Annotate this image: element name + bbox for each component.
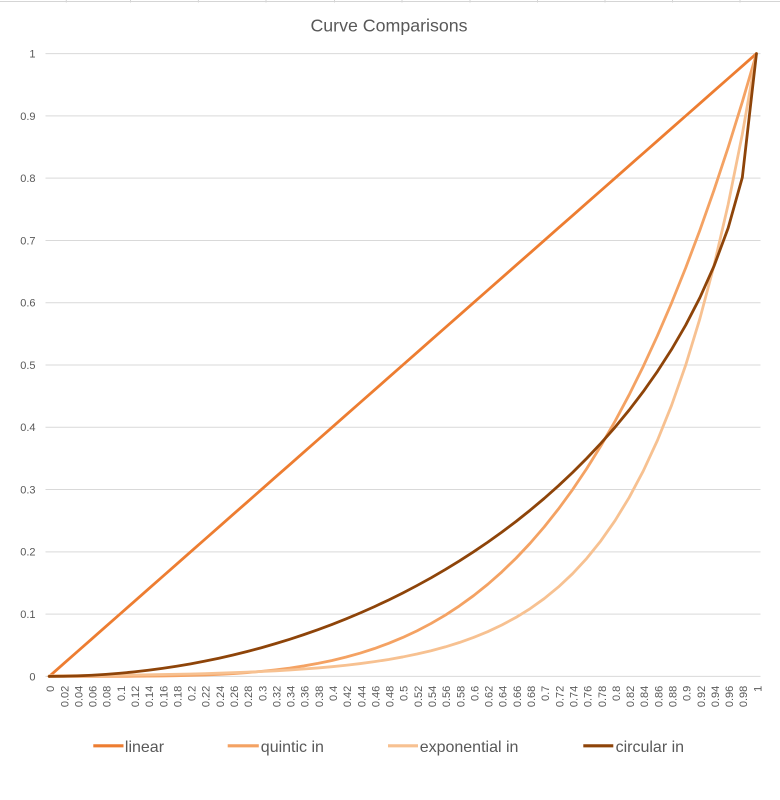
svg-text:0.64: 0.64 [498, 686, 510, 707]
svg-text:0.9: 0.9 [682, 686, 694, 701]
svg-text:0.1: 0.1 [20, 609, 35, 621]
svg-text:0.5: 0.5 [399, 686, 411, 701]
svg-text:0.26: 0.26 [229, 686, 241, 707]
svg-text:1: 1 [29, 49, 35, 61]
svg-text:0.3: 0.3 [20, 484, 35, 496]
svg-text:0.68: 0.68 [526, 686, 538, 707]
svg-text:0.84: 0.84 [639, 686, 651, 707]
svg-text:0: 0 [45, 686, 57, 692]
svg-text:0.7: 0.7 [540, 686, 552, 701]
svg-text:0.28: 0.28 [243, 686, 255, 707]
svg-text:0.8: 0.8 [20, 173, 35, 185]
svg-text:exponential in: exponential in [420, 739, 519, 756]
svg-text:0.92: 0.92 [696, 686, 708, 707]
svg-text:0.34: 0.34 [286, 686, 298, 707]
svg-text:0.24: 0.24 [215, 686, 227, 707]
svg-text:0.78: 0.78 [597, 686, 609, 707]
svg-text:0.58: 0.58 [455, 686, 467, 707]
svg-text:0.52: 0.52 [413, 686, 425, 707]
svg-text:0.1: 0.1 [116, 686, 128, 701]
svg-text:0.12: 0.12 [130, 686, 142, 707]
svg-text:0.32: 0.32 [271, 686, 283, 707]
svg-text:0.56: 0.56 [441, 686, 453, 707]
svg-text:0.5: 0.5 [20, 360, 35, 372]
svg-text:0.2: 0.2 [20, 547, 35, 559]
svg-text:0.72: 0.72 [554, 686, 566, 707]
svg-text:Curve Comparisons: Curve Comparisons [310, 16, 467, 36]
svg-text:0.74: 0.74 [568, 686, 580, 707]
svg-text:0.44: 0.44 [356, 686, 368, 707]
svg-text:0.08: 0.08 [102, 686, 114, 707]
svg-text:0.18: 0.18 [172, 686, 184, 707]
svg-text:0.7: 0.7 [20, 235, 35, 247]
svg-text:0.82: 0.82 [625, 686, 637, 707]
svg-text:0.14: 0.14 [144, 686, 156, 707]
svg-text:0.42: 0.42 [342, 686, 354, 707]
svg-text:0.8: 0.8 [611, 686, 623, 701]
svg-text:0.94: 0.94 [710, 686, 722, 707]
svg-text:0.88: 0.88 [667, 686, 679, 707]
svg-text:0.02: 0.02 [59, 686, 71, 707]
svg-text:0.6: 0.6 [469, 686, 481, 701]
svg-text:0.4: 0.4 [328, 686, 340, 701]
svg-text:0.3: 0.3 [257, 686, 269, 701]
svg-text:1: 1 [752, 686, 764, 692]
svg-text:0.86: 0.86 [653, 686, 665, 707]
svg-text:0.06: 0.06 [88, 686, 100, 707]
svg-text:0.36: 0.36 [300, 686, 312, 707]
svg-text:0.76: 0.76 [583, 686, 595, 707]
svg-text:circular in: circular in [616, 739, 684, 756]
svg-text:0.04: 0.04 [73, 686, 85, 707]
svg-text:0.22: 0.22 [201, 686, 213, 707]
svg-text:0.98: 0.98 [738, 686, 750, 707]
svg-text:0.4: 0.4 [20, 422, 35, 434]
svg-text:linear: linear [125, 739, 165, 756]
svg-text:0.16: 0.16 [158, 686, 170, 707]
svg-text:0.2: 0.2 [187, 686, 199, 701]
svg-text:0: 0 [29, 671, 35, 683]
svg-text:0.48: 0.48 [385, 686, 397, 707]
svg-text:0.6: 0.6 [20, 298, 35, 310]
svg-text:0.66: 0.66 [512, 686, 524, 707]
svg-text:0.46: 0.46 [370, 686, 382, 707]
svg-text:0.62: 0.62 [484, 686, 496, 707]
svg-text:0.54: 0.54 [427, 686, 439, 707]
svg-text:0.96: 0.96 [724, 686, 736, 707]
svg-text:quintic in: quintic in [261, 739, 324, 756]
svg-text:0.38: 0.38 [314, 686, 326, 707]
svg-text:0.9: 0.9 [20, 111, 35, 123]
